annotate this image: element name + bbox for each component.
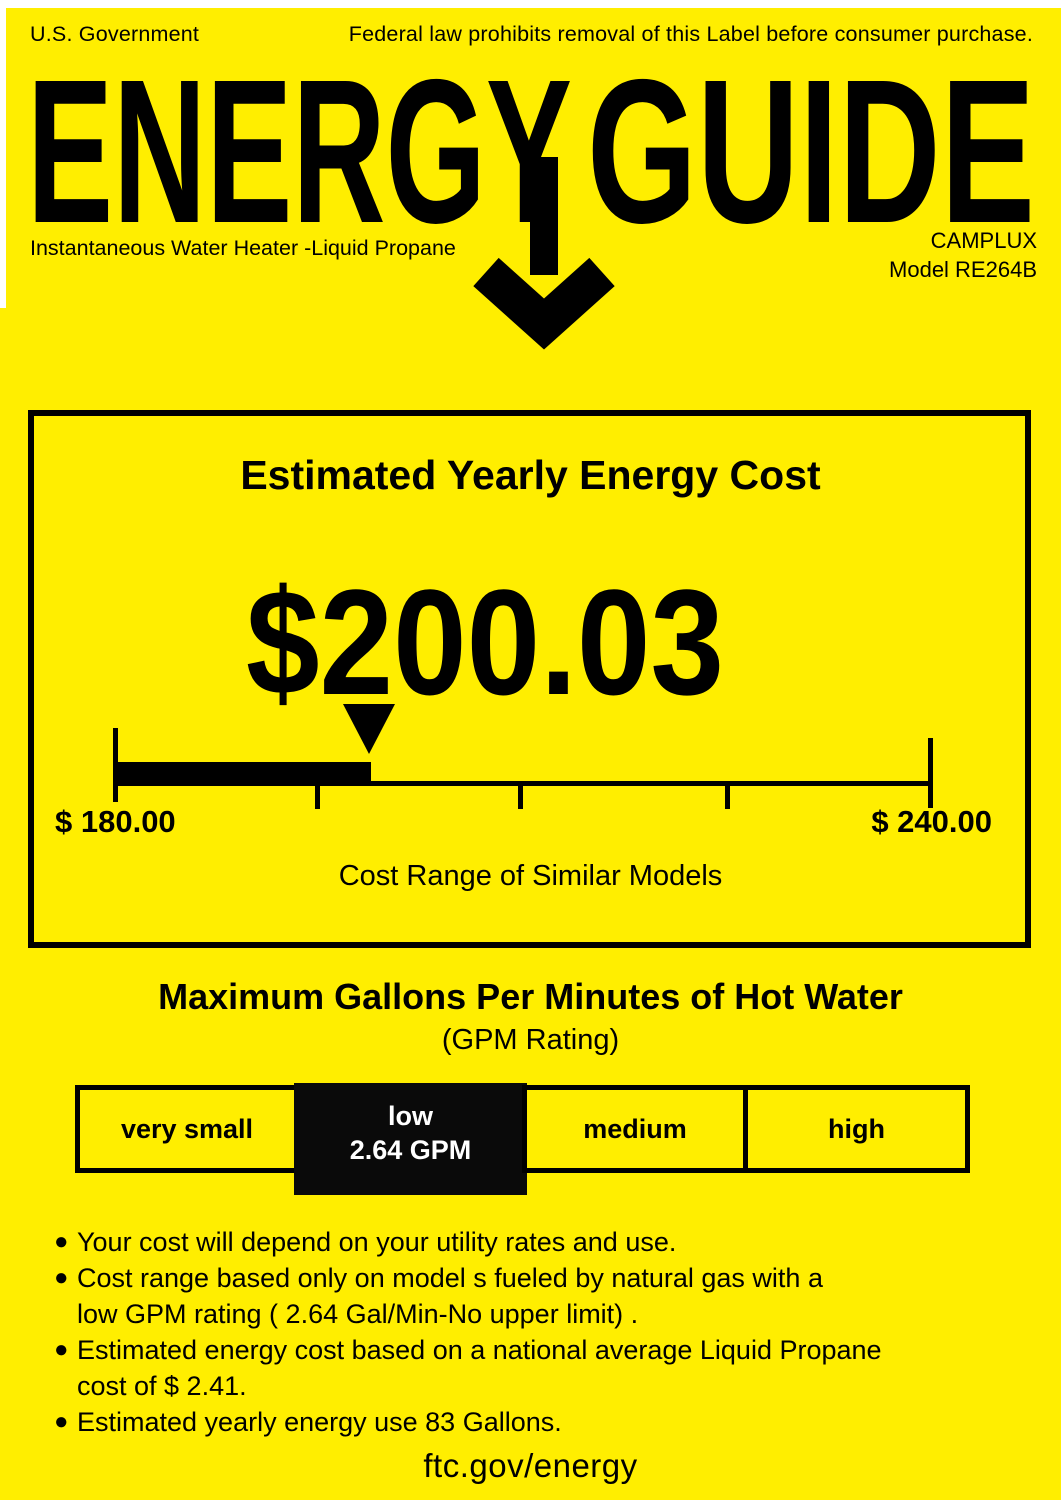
scale-max-label: $ 240.00: [871, 804, 992, 839]
gpm-category-label: medium: [583, 1113, 687, 1144]
cost-box-title: Estimated Yearly Energy Cost: [240, 452, 821, 498]
note-item: ● Estimated energy cost based on a nation…: [52, 1332, 1002, 1404]
scale-caption: Cost Range of Similar Models: [338, 860, 723, 892]
bullet-icon: ●: [54, 1336, 69, 1363]
gpm-category-very-small: very small: [75, 1085, 299, 1173]
gpm-section-title: Maximum Gallons Per Minutes of Hot Water: [158, 976, 903, 1017]
cost-box-outline: [28, 410, 1031, 948]
gpm-category-high: high: [743, 1085, 970, 1173]
model-number: Model RE264B: [889, 257, 1037, 282]
gpm-category-label: high: [828, 1113, 885, 1144]
header-us-government: U.S. Government: [30, 22, 200, 46]
gpm-category-label: low: [388, 1101, 433, 1131]
note-item: ● Estimated yearly energy use 83 Gallons.: [52, 1404, 1002, 1440]
energy-guide-label: U.S. Government Federal law prohibits re…: [0, 8, 1061, 1500]
gpm-section-subtitle: (GPM Rating): [441, 1024, 620, 1056]
logo-word-guide: GUIDE: [587, 62, 1035, 266]
bullet-icon: ●: [54, 1264, 69, 1291]
product-type: Instantaneous Water Heater -Liquid Propa…: [30, 236, 456, 260]
scale-tick-quarter-3: [725, 786, 730, 809]
gpm-category-medium: medium: [522, 1085, 748, 1173]
scale-axis-line: [113, 781, 933, 786]
down-arrow-icon: [473, 157, 615, 350]
scale-pointer-icon: [343, 704, 395, 754]
bullet-icon: ●: [54, 1228, 69, 1255]
note-item: ● Cost range based only on model s fueled…: [52, 1260, 1002, 1332]
bullet-icon: ●: [54, 1408, 69, 1435]
scale-tick-min: [113, 728, 118, 802]
brand-block: CAMPLUX Model RE264B: [889, 226, 1037, 284]
energyguide-logo: ENERGY GUIDE: [27, 62, 1035, 350]
logo-word-energy: ENERGY: [27, 62, 572, 266]
gpm-category-label: very small: [120, 1113, 254, 1144]
header-federal-law-notice: Federal law prohibits removal of this La…: [348, 22, 1033, 46]
scan-margin: [0, 8, 6, 308]
notes-list: ● Your cost will depend on your utility r…: [52, 1224, 1002, 1440]
scale-min-label: $ 180.00: [55, 804, 176, 839]
gpm-rating-value: 2.64 GPM: [349, 1135, 472, 1165]
ftc-url: ftc.gov/energy: [423, 1447, 638, 1484]
scale-tick-quarter-1: [315, 786, 320, 809]
estimated-cost-value: $200.03: [246, 558, 724, 714]
svg-text:$200.03: $200.03: [246, 558, 724, 714]
note-item: ● Your cost will depend on your utility r…: [52, 1224, 1002, 1260]
gpm-category-low-selected: low 2.64 GPM: [294, 1083, 527, 1195]
scale-tick-max: [928, 738, 933, 808]
scale-tick-quarter-2: [518, 786, 523, 809]
brand-name: CAMPLUX: [930, 228, 1037, 253]
